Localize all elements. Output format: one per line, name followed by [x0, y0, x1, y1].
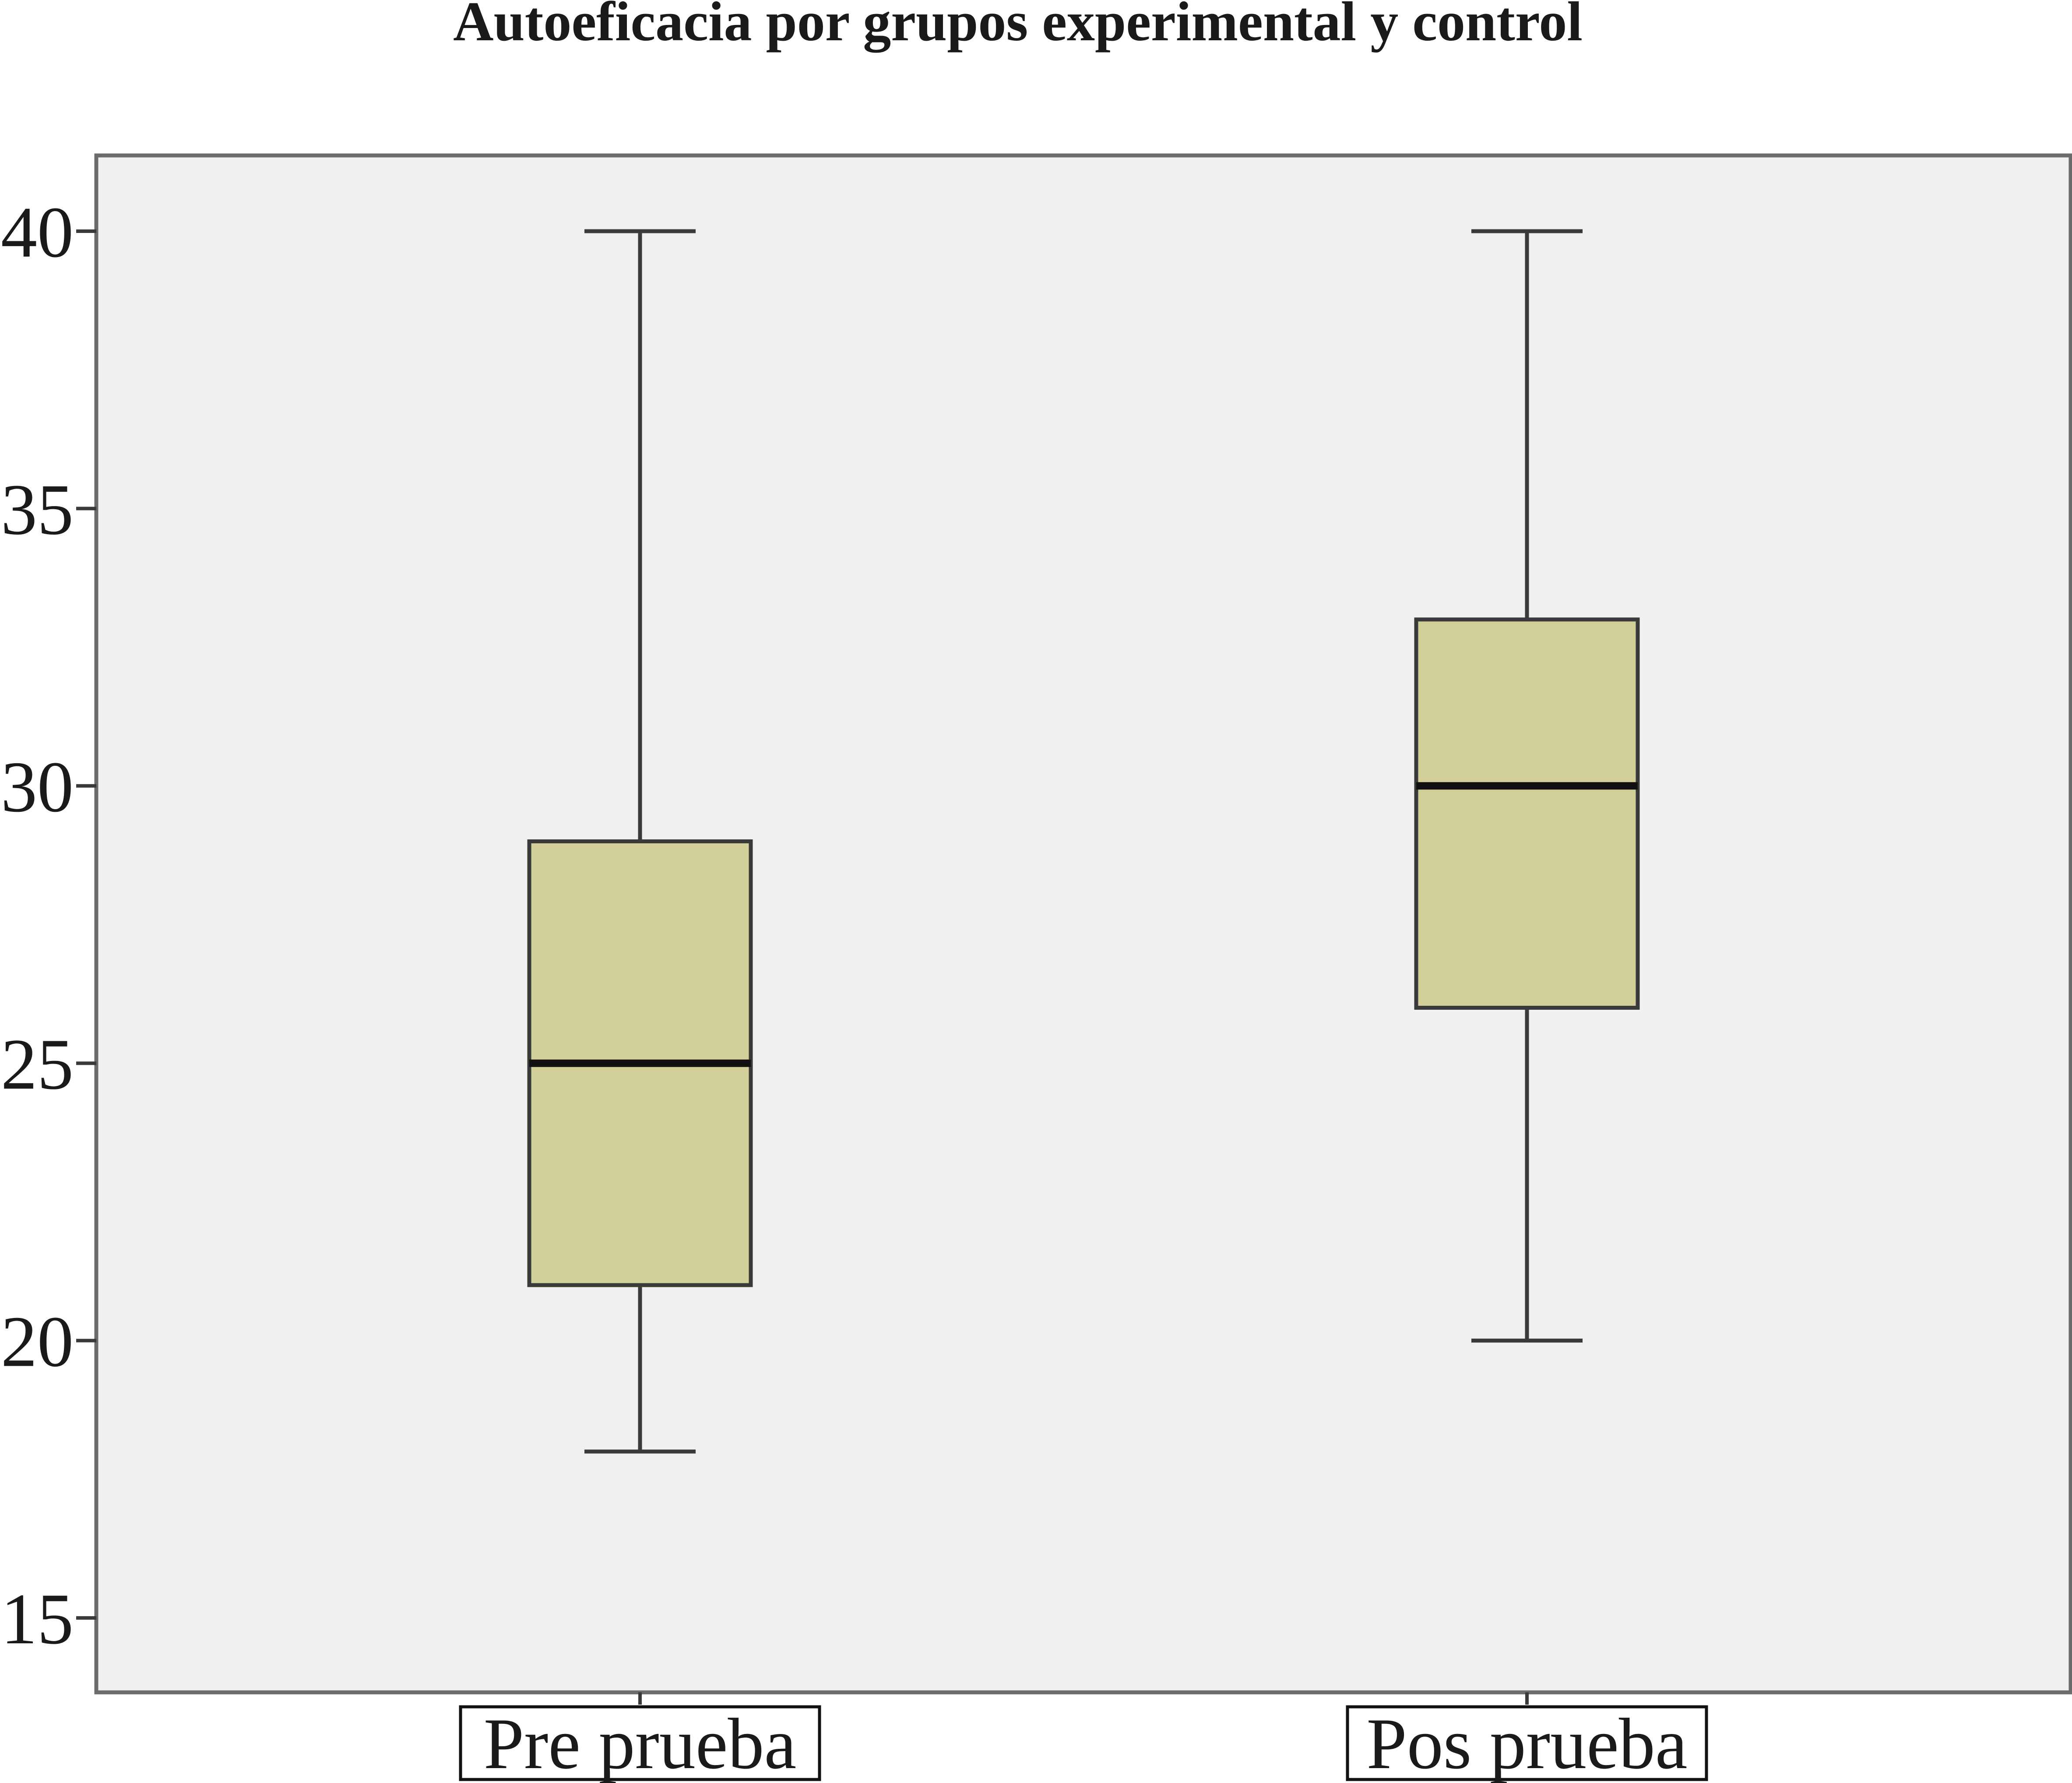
- box-series: [527, 229, 1640, 1454]
- y-tick-label: 30: [1, 747, 74, 827]
- y-axis: 15 20 25 30 35 40: [1, 192, 96, 1659]
- box-pre-prueba: [527, 229, 753, 1454]
- y-tick-label: 35: [1, 469, 74, 550]
- iqr-box: [1414, 617, 1640, 1010]
- y-tick-label: 40: [1, 192, 74, 272]
- box-pos-prueba: [1414, 229, 1640, 1343]
- category-label-frame: [1346, 1705, 1708, 1781]
- chart-title: Autoeficacia por grupos experimental y c…: [453, 0, 1583, 53]
- category-label: Pos prueba: [1366, 1703, 1687, 1783]
- category-label-frame: [459, 1705, 821, 1781]
- y-tick-label: 20: [1, 1301, 74, 1382]
- y-tick-label: 15: [1, 1579, 74, 1659]
- plot-area: [94, 153, 2072, 1695]
- category-label: Pre prueba: [484, 1703, 796, 1783]
- y-tick-label: 25: [1, 1024, 74, 1104]
- x-axis: Pre prueba Pos prueba: [459, 1692, 1708, 1783]
